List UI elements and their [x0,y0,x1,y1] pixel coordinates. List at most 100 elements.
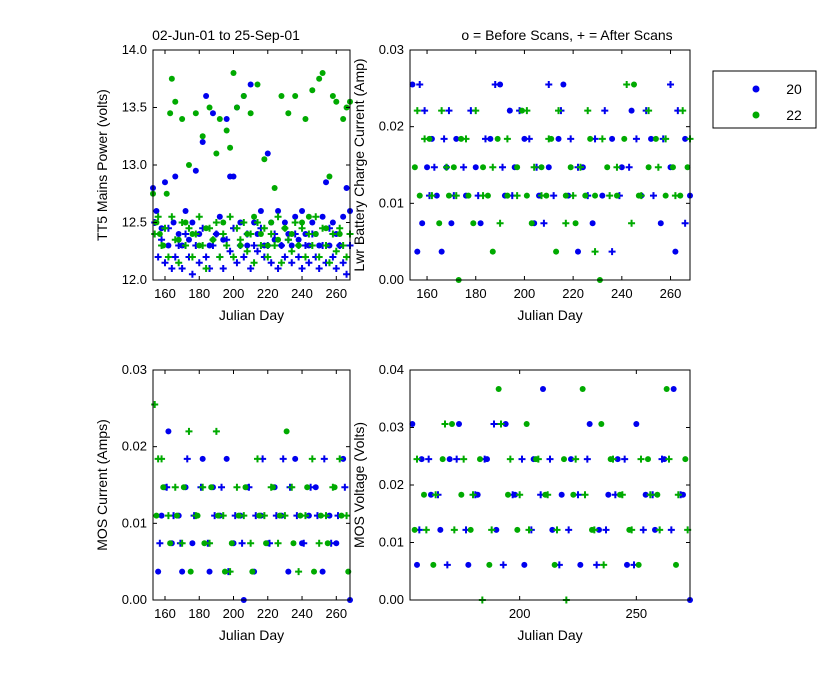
data-point-plus [295,242,303,249]
data-point-plus [608,248,616,256]
data-point-plus [479,192,487,200]
data-point-circle [558,491,565,498]
data-point-plus [452,192,460,200]
x-tick-label: 160 [154,606,176,621]
data-point-circle [209,110,216,117]
data-point-plus [639,526,647,534]
data-point-plus [421,135,429,143]
data-point-plus [199,242,207,249]
data-point-plus [609,455,617,463]
data-point-circle [467,526,474,533]
data-point-plus [154,253,162,261]
data-point-plus [206,224,214,232]
data-point-circle [662,192,669,199]
data-point-plus [277,259,285,267]
x-tick-label: 240 [611,286,633,301]
data-point-circle [521,135,528,142]
data-point-circle [235,512,242,519]
data-point-circle [450,164,457,171]
y-axis-label: MOS Voltage (Volts) [351,422,367,548]
data-point-plus [460,163,468,171]
data-point-plus [320,455,328,463]
data-point-circle [673,561,679,568]
data-point-circle [624,561,630,568]
data-point-circle [437,526,444,533]
data-point-plus [679,107,687,115]
data-point-plus [206,539,214,547]
data-point-circle [445,192,452,199]
data-point-circle [199,455,206,462]
data-point-plus [250,242,258,249]
plot-mos-voltage: 200 250 0.00 0.01 0.02 0.03 0.04 Julian Day MOS … [351,362,693,643]
y-tick-label: 0.03 [379,42,404,57]
data-point-plus [260,224,268,232]
y-tick-label: 0.00 [379,592,404,607]
data-point-circle [484,192,491,199]
data-point-plus [301,242,309,249]
x-axis-label: Julian Day [219,307,284,323]
plot-tt5-mains-power: 160 180 200 220 240 260 12.0 12.5 13.0 13.5 14.0 Ju… [94,42,354,323]
data-point-plus [308,455,316,463]
data-point-plus [534,455,542,463]
data-point-plus [462,135,470,143]
data-point-circle [333,98,340,105]
data-point-circle [278,93,285,99]
data-point-plus [271,242,279,249]
data-point-plus [288,483,296,491]
data-point-plus [236,236,244,244]
data-point-plus [295,253,303,261]
data-point-circle [208,484,215,491]
data-point-circle [201,540,208,547]
data-point-plus [233,259,241,267]
data-point-circle [421,491,427,498]
data-point-circle [621,135,628,142]
data-point-plus [544,491,552,499]
data-point-circle [333,540,340,547]
data-point-plus [662,135,670,143]
data-point-plus [240,219,248,226]
data-point-circle [514,164,521,171]
data-point-circle [553,248,560,255]
x-tick-label: 260 [325,606,347,621]
data-point-circle [613,192,620,199]
data-point-circle [411,164,418,171]
data-point-plus [267,259,275,267]
data-point-circle [543,192,550,199]
data-point-plus [593,561,601,569]
data-point-circle [414,561,420,568]
data-point-plus [343,512,351,520]
data-point-plus [628,526,636,534]
data-point-plus [195,213,203,221]
y-tick-label: 0.02 [379,477,404,492]
data-point-plus [253,247,261,255]
data-point-plus [656,526,664,534]
data-point-plus [274,539,282,547]
data-point-plus [472,107,480,115]
data-point-plus [445,107,453,115]
data-point-circle [292,455,299,462]
y-tick-label: 0.00 [122,592,147,607]
data-point-circle [244,242,251,249]
data-point-circle [453,135,460,142]
data-point-plus [288,247,296,255]
data-point-plus [212,230,220,238]
data-point-plus [257,242,265,249]
data-point-circle [684,164,691,171]
data-point-plus [175,259,183,267]
y-tick-label: 13.5 [122,100,147,115]
data-point-circle [288,231,295,237]
data-point-circle [182,208,189,214]
data-point-circle [185,236,192,243]
data-point-plus [341,483,349,491]
data-point-plus [339,242,347,249]
data-point-plus [281,224,289,232]
data-point-plus [226,568,234,576]
data-point-plus [537,192,545,200]
data-point-circle [411,526,418,533]
data-point-circle [281,219,288,226]
data-point-circle [242,484,249,491]
data-point-plus [247,265,255,272]
x-axis-label: Julian Day [517,627,582,643]
data-point-circle [458,491,465,498]
